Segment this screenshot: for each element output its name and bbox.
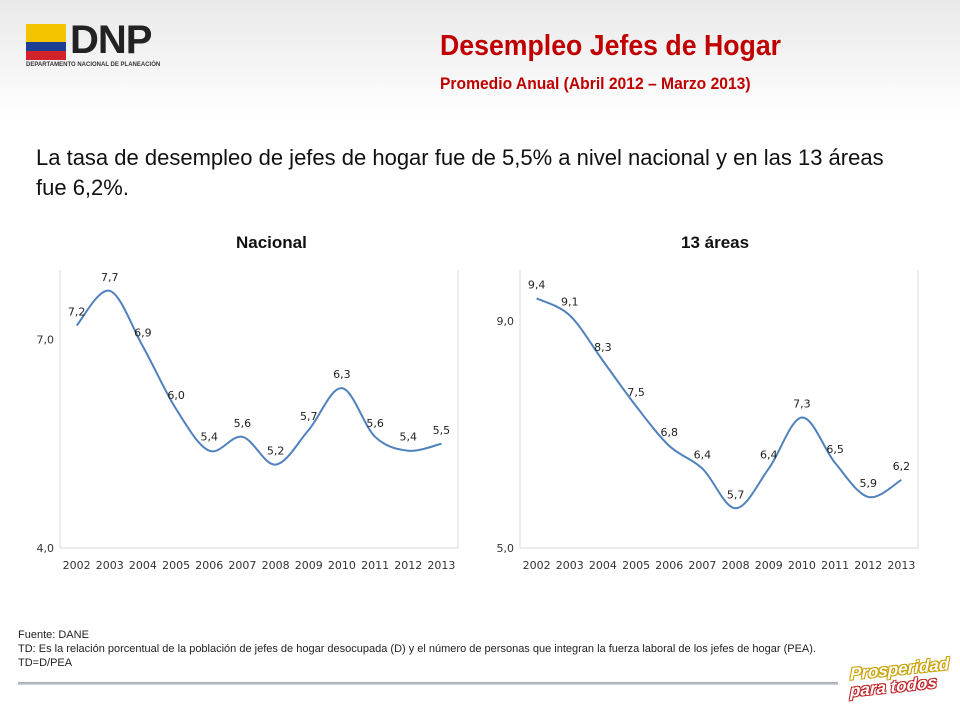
x-tick-label: 2004 (129, 559, 157, 572)
chart-13-areas: 5,0 9,0 2002 2003 2004 2005 2006 2007 2008 2009 20… (497, 270, 919, 572)
x-tick-label: 2005 (162, 559, 190, 572)
x-tick-label: 2007 (688, 559, 716, 572)
data-label: 5,2 (267, 445, 285, 458)
page-title: Desempleo Jefes de Hogar (440, 30, 782, 62)
y-tick-label: 9,0 (497, 315, 515, 328)
chart-title-13-areas: 13 áreas (681, 233, 750, 252)
data-label: 6,0 (167, 389, 185, 402)
logo-subtitle: DEPARTAMENTO NACIONAL DE PLANEACIÓN (26, 62, 161, 68)
x-tick-label: 2009 (295, 559, 323, 572)
header-band (0, 0, 960, 118)
data-label: 5,9 (860, 477, 878, 490)
dnp-logo: DNP DEPARTAMENTO NACIONAL DE PLANEACIÓN (26, 18, 196, 72)
x-tick-label: 2012 (854, 559, 882, 572)
x-tick-label: 2007 (228, 559, 256, 572)
x-tick-label: 2013 (427, 559, 455, 572)
definition-note: TD: Es la relación porcentual de la pobl… (18, 643, 816, 669)
data-label: 6,9 (134, 326, 152, 339)
footer-divider (18, 682, 838, 685)
page-subtitle: Promedio Anual (Abril 2012 – Marzo 2013) (440, 74, 751, 93)
x-tick-label: 2011 (821, 559, 849, 572)
data-label: 5,5 (433, 424, 451, 437)
data-label: 9,1 (561, 295, 579, 308)
x-tick-label: 2010 (788, 559, 816, 572)
x-tick-label: 2005 (622, 559, 650, 572)
x-tick-label: 2013 (887, 559, 915, 572)
data-label: 7,2 (68, 306, 86, 319)
data-label: 7,3 (793, 398, 811, 411)
x-tick-label: 2008 (722, 559, 750, 572)
data-label: 5,7 (727, 488, 745, 501)
x-tick-label: 2002 (63, 559, 91, 572)
y-tick-label: 7,0 (37, 334, 55, 347)
x-tick-label: 2004 (589, 559, 617, 572)
x-tick-label: 2003 (556, 559, 584, 572)
prosperidad-logo: Prosperidad para todos (850, 654, 949, 700)
series-line (75, 289, 442, 466)
data-label: 6,4 (760, 449, 778, 462)
x-tick-label: 2006 (655, 559, 683, 572)
colombia-flag-icon (26, 24, 66, 60)
footer-notes: Fuente: DANE TD: Es la relación porcentu… (18, 628, 858, 670)
x-tick-label: 2003 (96, 559, 124, 572)
y-tick-label: 5,0 (497, 542, 515, 555)
data-label: 7,7 (101, 271, 119, 284)
x-tick-label: 2006 (195, 559, 223, 572)
data-label: 6,3 (333, 368, 351, 381)
x-tick-label: 2012 (394, 559, 422, 572)
data-label: 7,5 (627, 386, 645, 399)
data-label: 5,6 (366, 417, 384, 430)
x-tick-label: 2009 (755, 559, 783, 572)
y-tick-label: 4,0 (37, 542, 55, 555)
data-label: 6,4 (694, 449, 712, 462)
data-label: 8,3 (594, 341, 612, 354)
plot-frame (59, 270, 459, 549)
x-tick-label: 2010 (328, 559, 356, 572)
chart-nacional: 4,0 7,0 2002 2003 2004 2005 2006 2007 2008 2009 20… (37, 270, 459, 572)
data-label: 6,8 (661, 426, 679, 439)
data-label: 6,2 (893, 460, 911, 473)
source-note: Fuente: DANE (18, 629, 89, 641)
x-tick-label: 2011 (361, 559, 389, 572)
chart-title-nacional: Nacional (236, 233, 307, 252)
plot-frame (519, 270, 919, 549)
data-label: 5,7 (300, 410, 318, 423)
data-label: 5,4 (400, 431, 418, 444)
x-tick-label: 2002 (523, 559, 551, 572)
logo-text: DNP (70, 18, 152, 62)
summary-text: La tasa de desempleo de jefes de hogar f… (36, 145, 884, 200)
data-label: 6,5 (826, 443, 844, 456)
series-line (536, 297, 902, 510)
data-label: 5,4 (201, 431, 219, 444)
data-label: 5,6 (234, 417, 252, 430)
x-tick-label: 2008 (262, 559, 290, 572)
data-label: 9,4 (528, 278, 546, 291)
